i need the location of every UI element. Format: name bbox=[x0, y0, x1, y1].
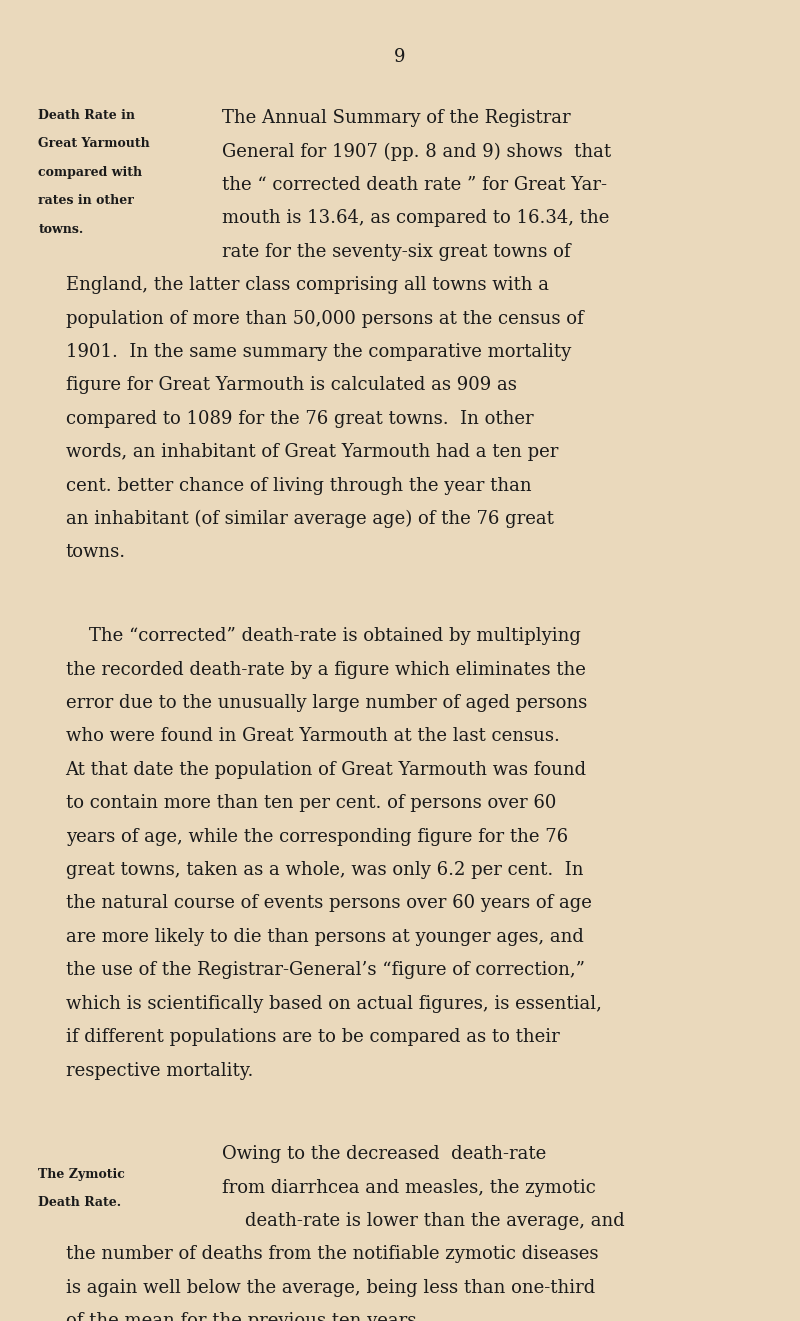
Text: towns.: towns. bbox=[66, 543, 126, 561]
Text: General for 1907 (pp. 8 and 9) shows  that: General for 1907 (pp. 8 and 9) shows tha… bbox=[222, 143, 611, 161]
Text: The Annual Summary of the Registrar: The Annual Summary of the Registrar bbox=[222, 110, 571, 127]
Text: death-rate is lower than the average, and: death-rate is lower than the average, an… bbox=[222, 1213, 625, 1230]
Text: compared with: compared with bbox=[38, 166, 142, 178]
Text: if different populations are to be compared as to their: if different populations are to be compa… bbox=[66, 1028, 559, 1046]
Text: the recorded death-rate by a figure which eliminates the: the recorded death-rate by a figure whic… bbox=[66, 660, 586, 679]
Text: rate for the seventy-six great towns of: rate for the seventy-six great towns of bbox=[222, 243, 571, 260]
Text: from diarrhcea and measles, the zymotic: from diarrhcea and measles, the zymotic bbox=[222, 1178, 596, 1197]
Text: years of age, while the corresponding figure for the 76: years of age, while the corresponding fi… bbox=[66, 827, 568, 845]
Text: 1901.  In the same summary the comparative mortality: 1901. In the same summary the comparativ… bbox=[66, 343, 571, 361]
Text: error due to the unusually large number of aged persons: error due to the unusually large number … bbox=[66, 694, 587, 712]
Text: great towns, taken as a whole, was only 6.2 per cent.  In: great towns, taken as a whole, was only … bbox=[66, 861, 583, 878]
Text: 9: 9 bbox=[394, 48, 406, 66]
Text: Great Yarmouth: Great Yarmouth bbox=[38, 137, 150, 151]
Text: the number of deaths from the notifiable zymotic diseases: the number of deaths from the notifiable… bbox=[66, 1246, 598, 1263]
Text: At that date the population of Great Yarmouth was found: At that date the population of Great Yar… bbox=[66, 761, 586, 779]
Text: compared to 1089 for the 76 great towns.  In other: compared to 1089 for the 76 great towns.… bbox=[66, 410, 534, 428]
Text: figure for Great Yarmouth is calculated as 909 as: figure for Great Yarmouth is calculated … bbox=[66, 376, 517, 395]
Text: The “corrected” death-rate is obtained by multiplying: The “corrected” death-rate is obtained b… bbox=[66, 627, 581, 645]
Text: the use of the Registrar-General’s “figure of correction,”: the use of the Registrar-General’s “figu… bbox=[66, 962, 585, 979]
Text: rates in other: rates in other bbox=[38, 194, 134, 207]
Text: population of more than 50,000 persons at the census of: population of more than 50,000 persons a… bbox=[66, 309, 583, 328]
Text: the “ corrected death rate ” for Great Yar-: the “ corrected death rate ” for Great Y… bbox=[222, 176, 607, 194]
Text: to contain more than ten per cent. of persons over 60: to contain more than ten per cent. of pe… bbox=[66, 794, 556, 812]
Text: England, the latter class comprising all towns with a: England, the latter class comprising all… bbox=[66, 276, 549, 295]
Text: is again well below the average, being less than one-third: is again well below the average, being l… bbox=[66, 1279, 595, 1297]
Text: Death Rate in: Death Rate in bbox=[38, 110, 135, 122]
Text: who were found in Great Yarmouth at the last census.: who were found in Great Yarmouth at the … bbox=[66, 728, 559, 745]
Text: Owing to the decreased  death-rate: Owing to the decreased death-rate bbox=[222, 1145, 546, 1164]
Text: an inhabitant (of similar average age) of the 76 great: an inhabitant (of similar average age) o… bbox=[66, 510, 554, 528]
Text: respective mortality.: respective mortality. bbox=[66, 1062, 253, 1079]
Text: the natural course of events persons over 60 years of age: the natural course of events persons ove… bbox=[66, 894, 591, 913]
Text: The Zymotic: The Zymotic bbox=[38, 1168, 126, 1181]
Text: of the mean for the previous ten years.: of the mean for the previous ten years. bbox=[66, 1312, 422, 1321]
Text: Death Rate.: Death Rate. bbox=[38, 1197, 122, 1209]
Text: towns.: towns. bbox=[38, 223, 84, 235]
Text: mouth is 13.64, as compared to 16.34, the: mouth is 13.64, as compared to 16.34, th… bbox=[222, 209, 610, 227]
Text: words, an inhabitant of Great Yarmouth had a ten per: words, an inhabitant of Great Yarmouth h… bbox=[66, 444, 558, 461]
Text: which is scientifically based on actual figures, is essential,: which is scientifically based on actual … bbox=[66, 995, 602, 1013]
Text: are more likely to die than persons at younger ages, and: are more likely to die than persons at y… bbox=[66, 927, 583, 946]
Text: cent. better chance of living through the year than: cent. better chance of living through th… bbox=[66, 477, 531, 494]
